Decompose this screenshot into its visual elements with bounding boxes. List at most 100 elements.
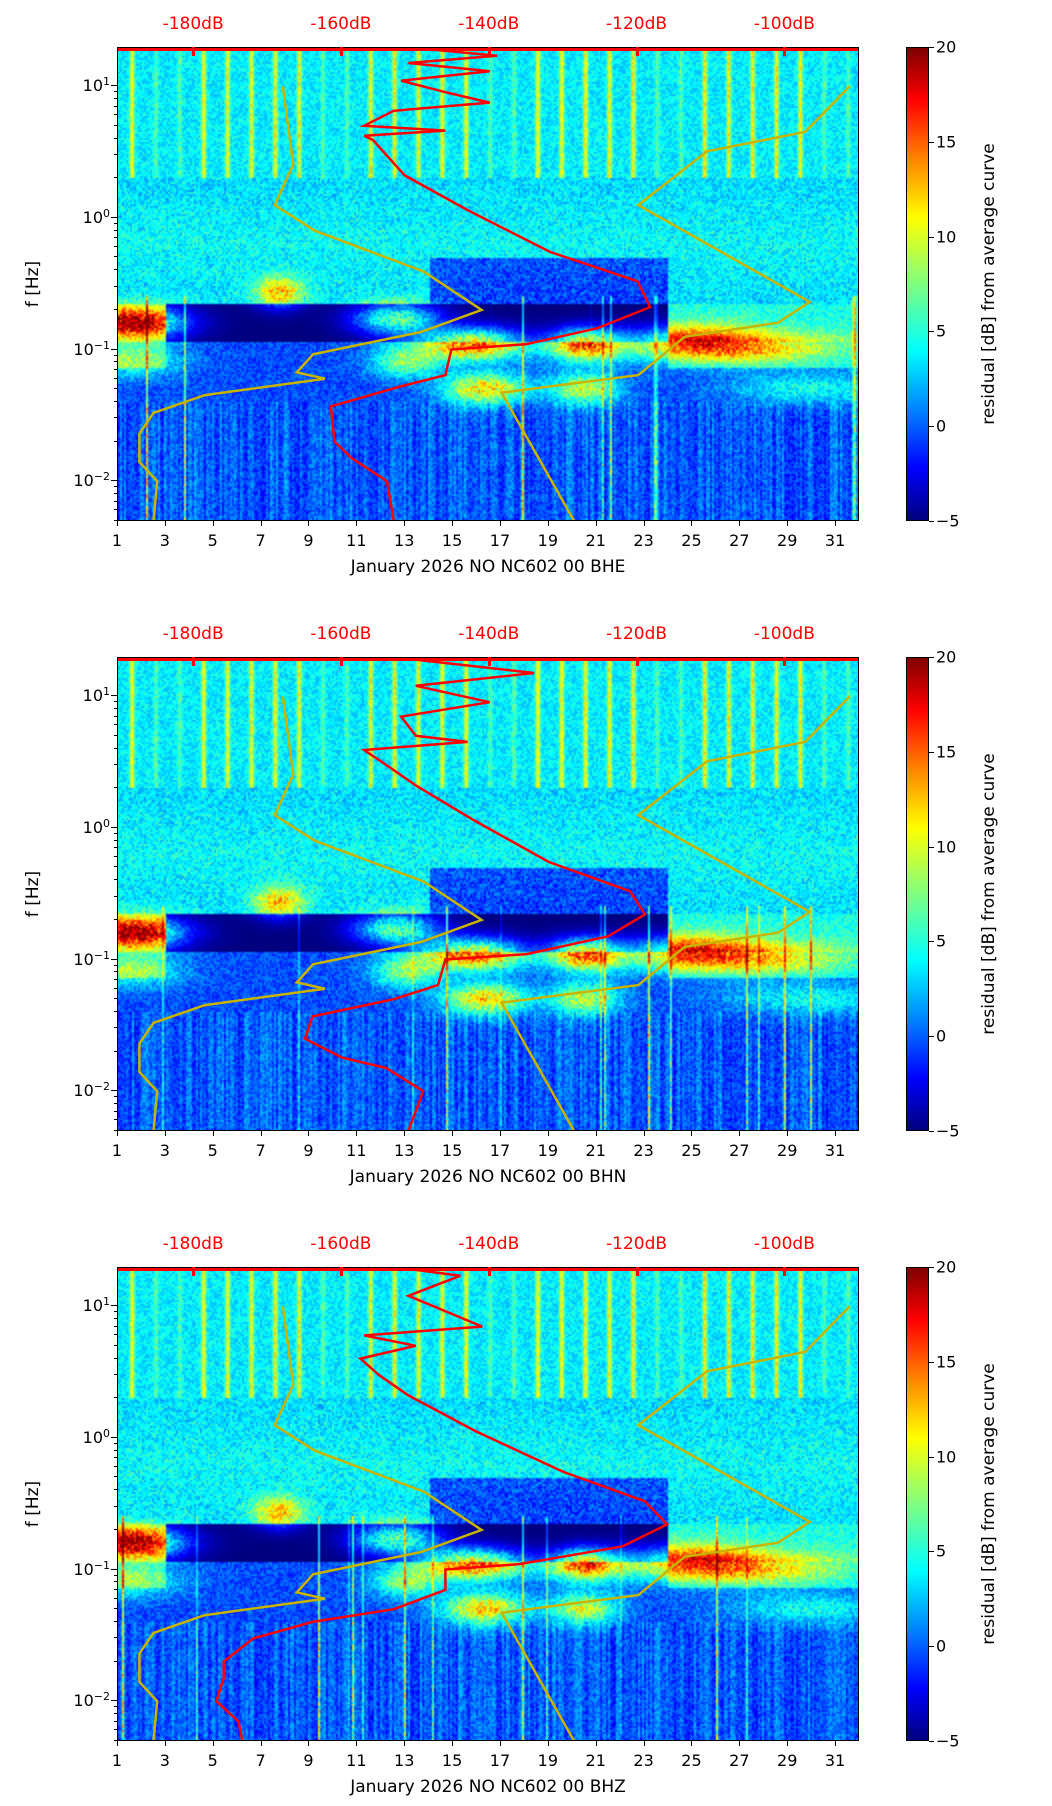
colorbar-tick-mark	[929, 141, 934, 143]
x-tick-label: 23	[633, 531, 654, 550]
y-minor-tick	[114, 1096, 117, 1098]
x-tick-mark	[404, 1741, 406, 1746]
y-tick-label: 101	[83, 75, 110, 95]
spectrogram-heatmap	[118, 658, 858, 1130]
colorbar-tick-mark	[929, 1741, 934, 1742]
colorbar-tick-label: 20	[936, 37, 957, 57]
y-minor-tick	[114, 246, 117, 248]
colorbar	[906, 657, 929, 1131]
x-tick-mark	[691, 1131, 693, 1136]
y-minor-tick	[114, 137, 117, 139]
y-minor-tick	[114, 1729, 117, 1731]
y-minor-tick	[114, 154, 117, 156]
chart-panel-bhe: 1 3 5 7 9 11 13 15 17 19 21 23 25 27 29 31 -180dB -160dB -…	[0, 14, 1052, 647]
y-minor-tick	[114, 1505, 117, 1507]
y-minor-tick	[114, 1119, 117, 1121]
colorbar-tick-label: 0	[936, 416, 947, 436]
y-minor-tick	[114, 519, 117, 521]
y-minor-tick	[114, 971, 117, 973]
y-tick-base: 10	[82, 208, 103, 228]
x-tick-mark	[404, 521, 406, 526]
y-minor-tick	[114, 1706, 117, 1708]
x-tick-mark	[452, 1741, 454, 1746]
colorbar-tick-label: −5	[936, 1121, 960, 1141]
y-minor-tick	[114, 918, 117, 920]
y-minor-tick	[114, 1466, 117, 1468]
top-db-tick-label: -100dB	[753, 624, 815, 644]
y-tick-base: 10	[73, 471, 94, 491]
x-tick-mark	[547, 1131, 549, 1136]
y-tick-mark	[111, 348, 117, 350]
top-db-tick-mark	[192, 1267, 196, 1276]
top-db-tick-mark	[192, 657, 196, 666]
y-minor-tick	[114, 764, 117, 766]
x-tick-mark	[117, 521, 118, 526]
y-tick-exponent: 1	[103, 75, 110, 89]
y-minor-tick	[114, 734, 117, 736]
x-tick-label: 27	[729, 531, 750, 550]
colorbar-tick-label: 0	[936, 1636, 947, 1656]
x-tick-label: 1	[111, 1751, 123, 1770]
y-minor-tick	[114, 715, 117, 717]
colorbar-label: residual [dB] from average curve	[979, 1363, 999, 1645]
colorbar-tick-label: 5	[936, 931, 947, 951]
y-minor-tick	[114, 747, 117, 749]
x-tick-label: 11	[346, 531, 367, 550]
spectrogram-heatmap	[118, 48, 858, 520]
top-db-tick-label: -160dB	[310, 624, 372, 644]
y-tick-exponent: −2	[93, 470, 110, 484]
y-tick-mark	[111, 85, 117, 87]
x-tick-mark	[643, 1131, 645, 1136]
x-tick-label: 19	[537, 1751, 559, 1770]
x-tick-label: 17	[489, 1141, 511, 1160]
x-tick-label: 15	[441, 1141, 463, 1160]
colorbar-tick-label: 10	[936, 227, 957, 247]
top-db-tick-mark	[487, 1267, 491, 1276]
x-tick-mark	[117, 1741, 118, 1746]
x-tick-label: 23	[633, 1751, 654, 1770]
x-tick-label: 3	[159, 1751, 170, 1770]
y-tick-exponent: 0	[103, 206, 110, 220]
axes-overlay: 1 3 5 7 9 11 13 15 17 19 21 23 25 27 29 31 -180dB -160dB -…	[112, 624, 859, 1160]
y-tick-base: 10	[82, 818, 103, 838]
y-minor-tick	[114, 237, 117, 239]
colorbar-tick-label: 10	[936, 1447, 957, 1467]
y-minor-tick	[114, 500, 117, 502]
y-minor-tick	[114, 866, 117, 868]
x-tick-label: 19	[537, 1141, 559, 1160]
y-minor-tick	[114, 1660, 117, 1662]
y-minor-tick	[114, 105, 117, 107]
top-db-tick-label: -180dB	[162, 14, 224, 34]
top-db-tick-mark	[487, 657, 491, 666]
y-tick-base: 10	[73, 1081, 94, 1101]
y-tick-label: 10−2	[73, 1690, 110, 1710]
y-tick-label: 10−1	[73, 338, 110, 358]
colorbar-tick-mark	[929, 1551, 934, 1553]
median-psd-curve	[214, 1268, 670, 1740]
y-minor-tick	[114, 1620, 117, 1622]
y-minor-tick	[114, 361, 117, 363]
y-minor-tick	[114, 839, 117, 841]
top-db-tick-mark	[339, 47, 343, 56]
x-tick-label: 1	[111, 1141, 123, 1160]
colorbar	[906, 47, 929, 521]
y-tick-exponent: 0	[103, 1426, 110, 1440]
y-minor-tick	[114, 1637, 117, 1639]
colorbar-tick-mark	[929, 521, 934, 522]
y-minor-tick	[114, 114, 117, 116]
y-tick-base: 10	[82, 1296, 103, 1316]
x-tick-label: 21	[585, 531, 606, 550]
y-minor-tick	[114, 998, 117, 1000]
spectrogram-plot-area	[117, 47, 859, 521]
y-minor-tick	[114, 509, 117, 511]
y-tick-base: 10	[73, 339, 94, 359]
y-tick-exponent: 1	[103, 1295, 110, 1309]
high-noise-model-curve	[499, 1305, 851, 1740]
y-tick-mark	[111, 695, 117, 697]
x-tick-mark	[164, 1131, 166, 1136]
x-tick-mark	[260, 521, 262, 526]
y-tick-base: 10	[73, 1691, 94, 1711]
y-minor-tick	[114, 978, 117, 980]
x-tick-mark	[691, 521, 693, 526]
y-minor-tick	[114, 1608, 117, 1610]
